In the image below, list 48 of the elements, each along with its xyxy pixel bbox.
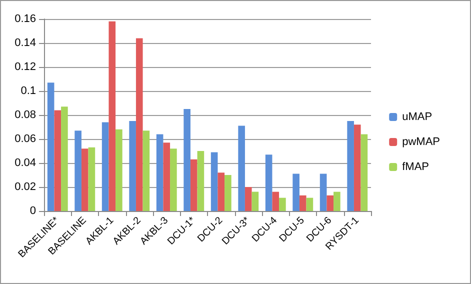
bar — [197, 151, 204, 211]
bar — [74, 130, 82, 211]
y-tick-label: 0.16 — [14, 13, 36, 25]
bar — [136, 38, 143, 211]
y-tick-label: 0.12 — [14, 61, 36, 73]
bar — [224, 175, 232, 211]
bar — [61, 106, 68, 211]
bar — [47, 82, 54, 211]
bar — [265, 154, 272, 211]
bar — [129, 121, 136, 211]
y-tick-label: 0.14 — [14, 37, 36, 49]
bar — [326, 195, 334, 211]
bar — [360, 134, 368, 211]
bar — [218, 172, 225, 211]
bar — [156, 134, 164, 211]
bar — [347, 121, 354, 211]
bar — [320, 174, 327, 211]
bar — [279, 198, 286, 211]
bar — [292, 174, 300, 211]
bar — [142, 130, 150, 211]
bar — [238, 126, 245, 211]
bar — [299, 195, 306, 211]
bar — [306, 198, 314, 211]
bar — [244, 187, 252, 211]
legend-label: fMAP — [402, 161, 430, 173]
bar — [108, 21, 116, 211]
y-tick-label: 0 — [30, 205, 36, 217]
y-tick-label: 0.08 — [14, 109, 36, 121]
bar — [81, 148, 88, 211]
y-tick-label: 0.1 — [20, 85, 36, 97]
bar — [170, 148, 177, 211]
bar — [88, 147, 96, 211]
legend-label: uMAP — [402, 111, 432, 123]
y-tick-label: 0.02 — [14, 181, 36, 193]
bar — [210, 152, 218, 211]
y-tick-label: 0.06 — [14, 133, 36, 145]
bar — [252, 192, 259, 211]
bar — [116, 129, 122, 211]
bar — [184, 109, 190, 211]
bar — [54, 110, 62, 211]
bar — [190, 159, 198, 211]
bar — [334, 192, 340, 211]
legend-label: pwMAP — [402, 136, 440, 148]
bar — [102, 122, 109, 211]
bar — [272, 192, 280, 211]
y-tick-label: 0.04 — [14, 157, 36, 169]
bar — [354, 124, 361, 211]
bar — [163, 142, 170, 211]
